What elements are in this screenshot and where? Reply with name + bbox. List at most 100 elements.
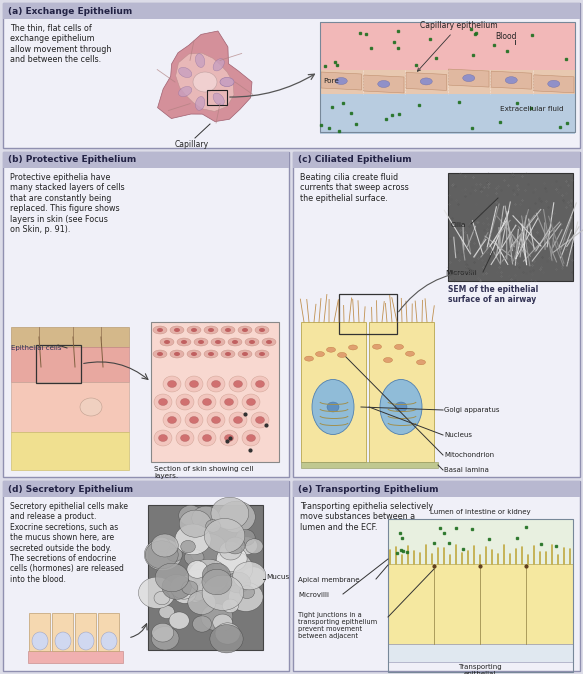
Ellipse shape <box>266 340 272 344</box>
Ellipse shape <box>144 539 182 571</box>
Bar <box>301 322 366 462</box>
Text: Cilia: Cilia <box>451 222 466 228</box>
Bar <box>36 345 81 383</box>
Ellipse shape <box>229 376 247 392</box>
Ellipse shape <box>213 59 224 71</box>
Ellipse shape <box>208 352 214 356</box>
Ellipse shape <box>178 86 192 96</box>
Ellipse shape <box>216 546 247 572</box>
Ellipse shape <box>212 417 220 423</box>
Ellipse shape <box>220 394 238 410</box>
Ellipse shape <box>238 350 252 358</box>
Text: Capillary: Capillary <box>175 140 209 149</box>
Ellipse shape <box>181 570 216 601</box>
Polygon shape <box>175 53 234 111</box>
Ellipse shape <box>151 534 178 557</box>
Ellipse shape <box>181 435 189 441</box>
Bar <box>148 505 263 650</box>
Ellipse shape <box>242 352 248 356</box>
Ellipse shape <box>179 506 203 526</box>
Polygon shape <box>491 71 532 89</box>
Ellipse shape <box>315 352 325 357</box>
Text: Extracellular fluid: Extracellular fluid <box>500 106 564 112</box>
Ellipse shape <box>242 394 260 410</box>
Ellipse shape <box>225 352 231 356</box>
Bar <box>293 152 580 477</box>
Bar <box>3 152 289 168</box>
Ellipse shape <box>237 537 257 555</box>
Ellipse shape <box>242 328 248 332</box>
Ellipse shape <box>234 381 243 388</box>
Ellipse shape <box>163 376 181 392</box>
Ellipse shape <box>154 591 170 605</box>
Text: Capillary epithelium: Capillary epithelium <box>417 21 498 71</box>
Ellipse shape <box>213 93 224 105</box>
Ellipse shape <box>195 96 205 111</box>
Ellipse shape <box>241 567 265 587</box>
Ellipse shape <box>173 584 196 603</box>
Ellipse shape <box>185 412 203 428</box>
Ellipse shape <box>181 340 187 344</box>
Text: Lumen of intestine or kidney: Lumen of intestine or kidney <box>430 509 531 515</box>
Bar <box>388 644 573 662</box>
Bar <box>3 152 289 477</box>
Bar <box>11 327 129 347</box>
Ellipse shape <box>187 350 201 358</box>
Ellipse shape <box>80 398 102 416</box>
Ellipse shape <box>182 581 198 594</box>
Polygon shape <box>448 69 489 87</box>
Ellipse shape <box>101 632 117 650</box>
Ellipse shape <box>192 506 220 530</box>
Ellipse shape <box>175 524 211 555</box>
Bar <box>3 481 289 671</box>
Ellipse shape <box>211 338 225 346</box>
Ellipse shape <box>224 398 234 406</box>
Ellipse shape <box>194 338 208 346</box>
Ellipse shape <box>251 376 269 392</box>
Ellipse shape <box>221 326 235 334</box>
Bar <box>52 613 73 651</box>
Ellipse shape <box>181 398 189 406</box>
Ellipse shape <box>189 417 198 423</box>
Ellipse shape <box>204 326 218 334</box>
Ellipse shape <box>176 394 194 410</box>
Ellipse shape <box>220 430 238 446</box>
Ellipse shape <box>170 576 198 599</box>
Ellipse shape <box>207 412 225 428</box>
Ellipse shape <box>187 561 208 578</box>
Bar <box>320 22 575 72</box>
Ellipse shape <box>155 563 189 592</box>
Text: Tight junctions in a
transporting epithelium
prevent movement
between adjacent: Tight junctions in a transporting epithe… <box>298 612 377 639</box>
Ellipse shape <box>548 80 560 88</box>
Ellipse shape <box>312 379 354 435</box>
Bar <box>388 519 573 672</box>
Bar <box>28 651 123 663</box>
Bar <box>11 382 129 432</box>
Ellipse shape <box>184 549 204 566</box>
Ellipse shape <box>247 435 255 441</box>
Ellipse shape <box>167 381 177 388</box>
Ellipse shape <box>229 412 247 428</box>
Ellipse shape <box>236 529 255 546</box>
Ellipse shape <box>204 518 245 553</box>
Bar <box>98 613 119 651</box>
Polygon shape <box>363 75 404 93</box>
Ellipse shape <box>232 340 238 344</box>
Ellipse shape <box>153 537 170 552</box>
Ellipse shape <box>225 537 245 554</box>
Ellipse shape <box>384 357 392 363</box>
Bar <box>388 519 573 564</box>
Ellipse shape <box>32 632 48 650</box>
Ellipse shape <box>78 632 94 650</box>
Ellipse shape <box>213 551 253 585</box>
Bar <box>301 462 438 468</box>
Ellipse shape <box>198 340 204 344</box>
Ellipse shape <box>416 360 426 365</box>
Text: Secretory epithelial cells make
and release a product.
Exocrine secretions, such: Secretory epithelial cells make and rele… <box>10 502 128 584</box>
Ellipse shape <box>326 347 335 353</box>
Ellipse shape <box>251 412 269 428</box>
Ellipse shape <box>138 577 175 609</box>
Ellipse shape <box>159 398 167 406</box>
Text: Mucus: Mucus <box>266 574 289 580</box>
Ellipse shape <box>157 328 163 332</box>
